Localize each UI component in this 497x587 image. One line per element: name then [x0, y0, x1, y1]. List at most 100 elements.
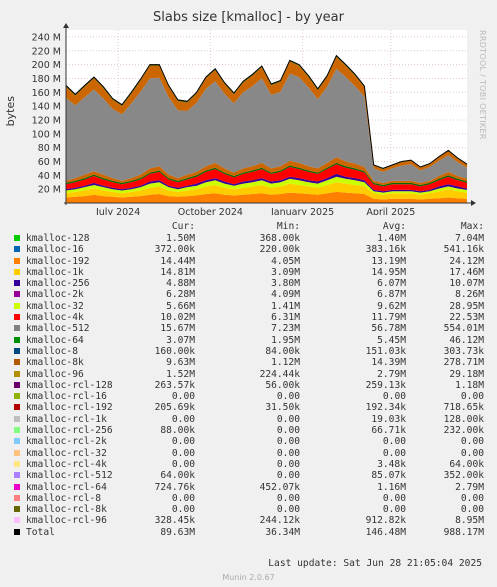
legend-cur: 0.00: [171, 504, 195, 516]
legend-min: 1.95M: [271, 334, 300, 346]
legend-cur: 88.00k: [160, 425, 195, 437]
legend-max: 128.00k: [443, 413, 484, 425]
x-axis-arrow: [471, 200, 476, 206]
legend-max: 988.17M: [443, 526, 484, 538]
area-kmalloc-4k: [66, 164, 467, 192]
legend-avg: 5.45M: [377, 334, 406, 346]
legend-min: 1.41M: [271, 300, 300, 312]
legend-avg: 85.07k: [371, 470, 406, 482]
legend-max: 10.07M: [449, 278, 484, 290]
legend-min: 7.23M: [271, 323, 300, 335]
legend-name: kmalloc-rcl-4k: [26, 458, 107, 470]
legend-cur: 0.00: [171, 436, 195, 448]
y-axis-arrow: [63, 23, 69, 28]
legend-swatch: [14, 314, 20, 321]
legend-min: 4.05M: [271, 255, 300, 267]
legend-name: kmalloc-16: [26, 244, 84, 256]
total-series-line: [65, 54, 468, 169]
legend-cur: 1.52M: [166, 368, 195, 380]
area-kmalloc-32: [66, 176, 467, 195]
legend-min: 4.09M: [271, 289, 300, 301]
legend-cur: 64.00k: [160, 470, 195, 482]
legend-cur: 263.57k: [154, 379, 195, 391]
y-tick-label: 240 M: [32, 32, 61, 43]
legend-avg: 6.07M: [377, 278, 406, 290]
legend-avg: 14.39M: [371, 357, 406, 369]
legend-cur: 5.66M: [166, 300, 195, 312]
legend-max: 554.01M: [443, 323, 484, 335]
legend-max: 232.00k: [443, 425, 484, 437]
legend-min: 0.00: [276, 436, 300, 448]
legend-cur: 0.00: [171, 447, 195, 459]
legend-swatch: [14, 257, 20, 264]
legend-cur: 160.00k: [154, 345, 195, 357]
legend-name: kmalloc-8k: [26, 357, 84, 369]
legend-avg: 14.95M: [371, 266, 406, 278]
legend-avg: 0.00: [382, 391, 406, 403]
legend-name: kmalloc-rcl-2k: [26, 436, 107, 448]
legend-cur: 1.50M: [166, 233, 195, 244]
legend-max: 29.18M: [449, 368, 484, 380]
legend-name: kmalloc-rcl-16: [26, 391, 107, 403]
legend-swatch: [14, 291, 20, 298]
y-tick-label: 60 M: [38, 157, 61, 168]
legend-swatch: [14, 246, 20, 253]
legend-min: 224.44k: [259, 368, 300, 380]
legend-min: 6.31M: [271, 312, 300, 324]
legend-max: 278.71M: [443, 357, 484, 369]
legend-max: 64.00k: [449, 458, 484, 470]
legend-max: 8.95M: [455, 515, 484, 527]
legend-swatch: [14, 438, 20, 445]
munin-version: Munin 2.0.67: [222, 573, 275, 582]
legend-swatch: [14, 494, 20, 501]
legend-min: 0.00: [276, 413, 300, 425]
area-kmalloc-512: [66, 68, 467, 183]
legend-header-avg: Avg:: [382, 221, 406, 232]
legend-avg: 56.78M: [371, 323, 406, 335]
legend-name: kmalloc-8: [26, 345, 78, 357]
legend-max: 24.12M: [449, 255, 484, 267]
legend-max: 17.46M: [449, 266, 484, 278]
legend-min: 452.07k: [259, 481, 300, 493]
legend-max: 0.00: [460, 391, 484, 403]
legend-avg: 0.00: [382, 492, 406, 504]
legend-min: 0.00: [276, 425, 300, 437]
legend-name: kmalloc-rcl-8k: [26, 504, 107, 516]
legend-name: kmalloc-256: [26, 278, 90, 290]
legend-cur: 3.07M: [166, 334, 195, 346]
legend-swatch: [14, 347, 20, 354]
area-kmalloc-64: [66, 162, 467, 187]
legend-cur: 372.00k: [154, 244, 195, 256]
y-tick-label: 180 M: [32, 74, 61, 85]
x-tick-label: October 2024: [178, 207, 243, 215]
legend-swatch: [14, 381, 20, 388]
legend-name: kmalloc-rcl-96: [26, 515, 107, 527]
legend-swatch: [14, 449, 20, 456]
legend-cur: 0.00: [171, 413, 195, 425]
legend-swatch: [14, 336, 20, 343]
legend-min: 84.00k: [265, 345, 300, 357]
legend-avg: 2.79M: [377, 368, 406, 380]
legend-min: 368.00k: [259, 233, 300, 244]
legend-max: 0.00: [460, 492, 484, 504]
legend-swatch: [14, 472, 20, 479]
y-tick-label: 40 M: [38, 171, 61, 182]
y-tick-label: 20 M: [38, 185, 61, 196]
legend-avg: 912.82k: [365, 515, 406, 527]
legend-avg: 1.16M: [377, 481, 406, 493]
x-tick-label: January 2025: [270, 207, 334, 215]
chart-plot: 20 M 40 M 60 M 80 M 100 M 120 M 140 M 160 M 180 …: [32, 23, 476, 215]
legend-max: 7.04M: [455, 233, 484, 244]
legend-min: 0.00: [276, 470, 300, 482]
legend-header-cur: Cur:: [171, 221, 195, 232]
legend-avg: 19.03k: [371, 413, 406, 425]
legend-cur: 724.76k: [154, 481, 195, 493]
x-tick-labels: July 2024 October 2024 January 2025 April 2…: [95, 207, 415, 215]
legend-max: 2.79M: [455, 481, 484, 493]
legend-swatch: [14, 325, 20, 332]
legend-max: 352.00k: [443, 470, 484, 482]
legend-min: 220.00k: [259, 244, 300, 256]
legend-cur: 0.00: [171, 492, 195, 504]
y-tick-label: 220 M: [32, 46, 61, 57]
legend-avg: 3.48k: [377, 458, 406, 470]
